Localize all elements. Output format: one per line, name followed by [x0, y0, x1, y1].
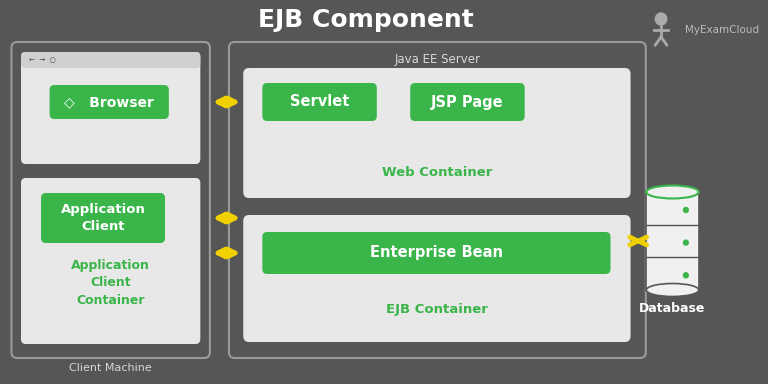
FancyBboxPatch shape	[21, 178, 200, 344]
Bar	[647, 225, 699, 257]
Text: ←  →  ○: ← → ○	[28, 57, 55, 63]
Circle shape	[684, 207, 688, 212]
FancyBboxPatch shape	[243, 68, 631, 198]
Text: JSP Page: JSP Page	[431, 94, 504, 109]
Ellipse shape	[647, 283, 699, 296]
FancyBboxPatch shape	[12, 42, 210, 358]
Circle shape	[684, 273, 688, 278]
FancyBboxPatch shape	[263, 232, 611, 274]
Text: Enterprise Bean: Enterprise Bean	[370, 245, 503, 260]
Text: EJB Container: EJB Container	[386, 303, 488, 316]
FancyBboxPatch shape	[263, 83, 377, 121]
Text: Web Container: Web Container	[382, 167, 492, 179]
Text: ◇   Browser: ◇ Browser	[65, 95, 154, 109]
FancyBboxPatch shape	[50, 85, 169, 119]
FancyBboxPatch shape	[229, 42, 646, 358]
FancyBboxPatch shape	[21, 52, 200, 164]
FancyBboxPatch shape	[243, 215, 631, 342]
FancyBboxPatch shape	[21, 52, 200, 68]
Circle shape	[684, 240, 688, 245]
FancyBboxPatch shape	[410, 83, 525, 121]
Ellipse shape	[647, 185, 699, 199]
FancyBboxPatch shape	[41, 193, 165, 243]
Bar	[647, 257, 699, 290]
Text: MyExamCloud: MyExamCloud	[685, 25, 759, 35]
Text: Java EE Server: Java EE Server	[395, 53, 480, 66]
Text: Application
Client
Container: Application Client Container	[71, 260, 150, 306]
Text: Servlet: Servlet	[290, 94, 349, 109]
Text: Client Machine: Client Machine	[69, 363, 152, 373]
Text: Database: Database	[639, 301, 706, 314]
Text: EJB Component: EJB Component	[259, 8, 474, 32]
Text: Application
Client: Application Client	[61, 204, 145, 232]
Bar	[647, 192, 699, 225]
Circle shape	[655, 13, 667, 25]
